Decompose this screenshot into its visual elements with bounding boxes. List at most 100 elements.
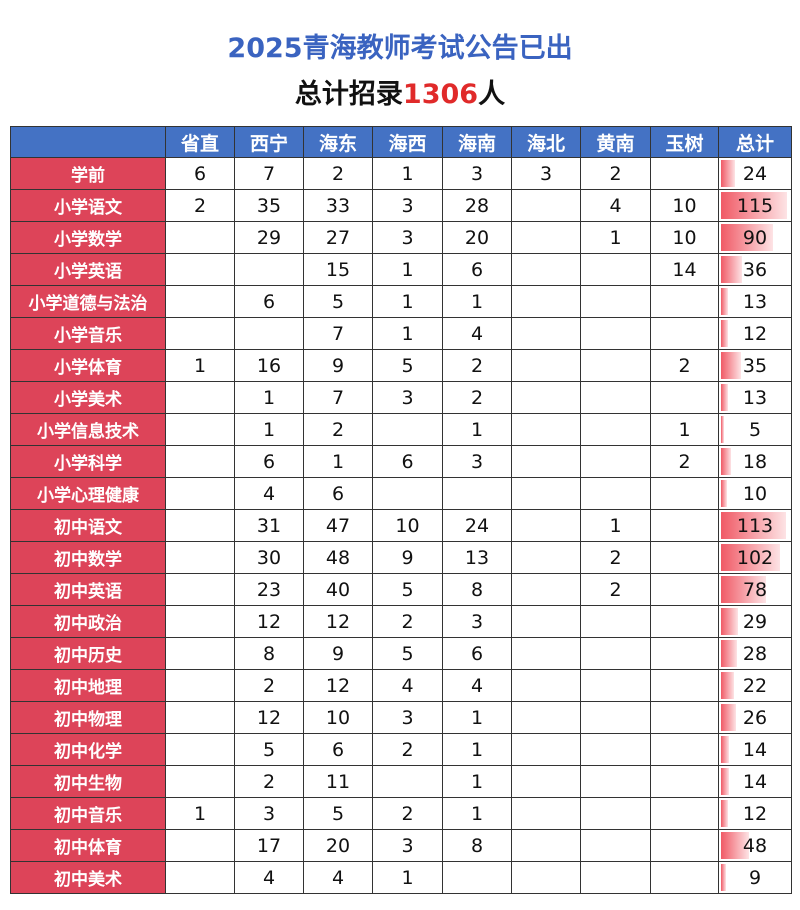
table-row: 初中物理 12 10 3 1 26	[10, 701, 792, 734]
total-value: 29	[742, 610, 768, 633]
total-data-bar	[721, 448, 732, 475]
cell-value: 6	[303, 733, 373, 766]
cell-value: 4	[372, 669, 443, 702]
total-cell: 10	[718, 477, 792, 510]
recruitment-table: 省直 西宁 海东 海西 海南 海北 黄南 玉树 总计 学前 6 7 2 1 3 3 2 24 小学语文 2 35 33 3…	[10, 126, 792, 894]
cell-value: 2	[234, 669, 304, 702]
cell-value	[511, 573, 581, 606]
total-cell: 48	[718, 829, 792, 862]
cell-value	[511, 701, 581, 734]
total-cell: 35	[718, 349, 792, 382]
cell-value	[580, 253, 651, 286]
column-header: 海西	[372, 126, 443, 158]
cell-value: 1	[372, 253, 443, 286]
cell-value: 1	[442, 413, 512, 446]
row-label: 初中化学	[10, 733, 166, 766]
cell-value: 5	[303, 797, 373, 830]
total-value: 14	[742, 738, 768, 761]
cell-value	[511, 733, 581, 766]
cell-value	[580, 317, 651, 350]
total-data-bar	[721, 384, 729, 411]
total-data-bar	[721, 160, 735, 187]
cell-value: 23	[234, 573, 304, 606]
cell-value	[511, 541, 581, 574]
total-value: 12	[742, 322, 768, 345]
column-header	[10, 126, 166, 158]
cell-value	[580, 381, 651, 414]
cell-value	[650, 829, 719, 862]
cell-value: 1	[442, 765, 512, 798]
cell-value	[165, 413, 235, 446]
row-label: 初中政治	[10, 605, 166, 638]
cell-value: 3	[511, 157, 581, 190]
total-cell: 9	[718, 861, 792, 894]
cell-value	[165, 861, 235, 894]
cell-value: 1	[303, 445, 373, 478]
cell-value: 1	[442, 701, 512, 734]
cell-value: 12	[234, 701, 304, 734]
cell-value	[650, 861, 719, 894]
cell-value	[165, 701, 235, 734]
cell-value	[580, 413, 651, 446]
cell-value	[580, 669, 651, 702]
cell-value: 7	[234, 157, 304, 190]
total-value: 13	[742, 290, 768, 313]
cell-value	[650, 573, 719, 606]
cell-value: 1	[442, 797, 512, 830]
cell-value: 6	[234, 285, 304, 318]
table-row: 初中政治 12 12 2 3 29	[10, 605, 792, 638]
cell-value	[165, 477, 235, 510]
cell-value: 10	[372, 509, 443, 542]
row-label: 小学心理健康	[10, 477, 166, 510]
cell-value: 5	[372, 637, 443, 670]
table-row: 小学信息技术 1 2 1 1 5	[10, 413, 792, 446]
cell-value: 6	[372, 445, 443, 478]
total-cell: 13	[718, 285, 792, 318]
cell-value: 3	[372, 701, 443, 734]
cell-value	[511, 669, 581, 702]
cell-value: 3	[442, 605, 512, 638]
cell-value: 4	[442, 669, 512, 702]
cell-value	[165, 445, 235, 478]
subtitle-prefix: 总计招录	[294, 79, 403, 110]
cell-value	[650, 477, 719, 510]
cell-value: 1	[372, 861, 443, 894]
total-cell: 36	[718, 253, 792, 286]
total-value: 13	[742, 386, 768, 409]
page-subtitle: 总计招录1306人	[0, 72, 800, 111]
table-row: 小学道德与法治 6 5 1 1 13	[10, 285, 792, 318]
total-value: 5	[748, 418, 762, 441]
cell-value	[650, 701, 719, 734]
cell-value: 2	[372, 733, 443, 766]
cell-value: 2	[165, 189, 235, 222]
cell-value	[511, 509, 581, 542]
cell-value: 5	[372, 349, 443, 382]
cell-value	[580, 861, 651, 894]
cell-value: 1	[234, 381, 304, 414]
cell-value: 8	[442, 573, 512, 606]
table-row: 小学科学 6 1 6 3 2 18	[10, 445, 792, 478]
cell-value	[580, 765, 651, 798]
total-value: 78	[742, 578, 768, 601]
cell-value: 2	[372, 605, 443, 638]
cell-value	[580, 445, 651, 478]
cell-value: 40	[303, 573, 373, 606]
cell-value: 12	[234, 605, 304, 638]
cell-value: 2	[442, 381, 512, 414]
cell-value	[511, 477, 581, 510]
cell-value: 9	[303, 349, 373, 382]
cell-value: 1	[650, 413, 719, 446]
cell-value	[165, 253, 235, 286]
table-row: 初中美术 4 4 1 9	[10, 861, 792, 894]
cell-value	[511, 445, 581, 478]
cell-value: 24	[442, 509, 512, 542]
total-cell: 102	[718, 541, 792, 574]
cell-value	[165, 541, 235, 574]
cell-value	[511, 861, 581, 894]
column-header: 海南	[442, 126, 512, 158]
cell-value: 2	[580, 157, 651, 190]
total-data-bar	[721, 480, 727, 507]
total-data-bar	[721, 704, 736, 731]
cell-value: 4	[442, 317, 512, 350]
cell-value	[511, 413, 581, 446]
